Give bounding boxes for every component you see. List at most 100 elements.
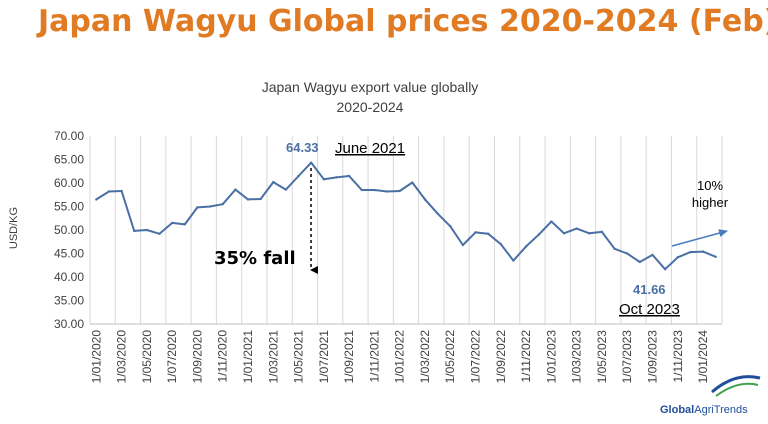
data-point (512, 259, 515, 262)
x-tick-label: 1/07/2023 (620, 330, 634, 384)
x-tick-label: 1/11/2023 (671, 330, 685, 383)
rise-arrow (671, 229, 728, 247)
data-point (259, 197, 262, 201)
x-tick-label: 1/09/2022 (494, 330, 508, 384)
data-point (651, 253, 654, 257)
data-point (145, 228, 149, 232)
peak-date-label: June 2021 (335, 140, 405, 157)
y-tick-label: 35.00 (54, 294, 84, 308)
data-point (423, 198, 427, 201)
y-tick-label: 40.00 (54, 270, 84, 284)
low-value-label: 41.66 (633, 282, 666, 297)
peak-value-label: 64.33 (286, 140, 319, 155)
data-point (335, 176, 338, 179)
series-line (95, 161, 717, 271)
data-point (638, 260, 642, 264)
data-point (626, 252, 629, 255)
data-point (537, 233, 540, 236)
data-point (385, 190, 389, 193)
brand-logo-icon (711, 375, 761, 397)
x-tick-label: 1/07/2021 (317, 330, 331, 384)
data-point (196, 206, 199, 209)
fall-label: 35% fall (214, 248, 296, 269)
data-point (714, 255, 717, 258)
rise-label-line1: 10% (697, 178, 723, 193)
y-axis-ticks: 30.00 35.00 40.00 45.00 50.00 55.00 60.00 65.00… (54, 129, 84, 331)
data-point (183, 223, 186, 226)
data-point (373, 188, 376, 192)
data-point (689, 250, 692, 254)
x-tick-label: 1/05/2020 (140, 330, 154, 384)
data-point (436, 212, 439, 215)
x-tick-label: 1/01/2020 (89, 330, 103, 384)
y-tick-label: 50.00 (54, 223, 84, 237)
x-tick-label: 1/11/2021 (367, 330, 381, 383)
y-tick-label: 65.00 (54, 153, 84, 167)
data-point (107, 190, 111, 193)
data-point (347, 174, 351, 178)
x-tick-label: 1/01/2021 (241, 330, 255, 384)
data-point (524, 245, 528, 248)
x-tick-label: 1/07/2020 (165, 330, 179, 384)
brand-logo: GlobalAgriTrends (660, 404, 748, 416)
data-point (322, 178, 326, 181)
page-headline: Japan Wagyu Global prices 2020-2024 (Feb… (38, 4, 768, 39)
y-tick-label: 70.00 (54, 129, 84, 143)
data-point (95, 198, 98, 201)
data-point (474, 231, 477, 234)
rise-label-line2: higher (692, 195, 729, 210)
data-point (600, 230, 604, 234)
data-point (284, 188, 288, 191)
data-point (575, 227, 578, 230)
data-point (297, 174, 300, 178)
data-point (499, 242, 502, 246)
data-point (663, 267, 667, 271)
low-date-label: Oct 2023 (619, 301, 680, 318)
x-tick-label: 1/09/2023 (645, 330, 659, 384)
x-tick-label: 1/09/2021 (342, 330, 356, 384)
chart-subtitle: 2020-2024 (337, 99, 404, 115)
data-point (588, 232, 591, 235)
data-point (486, 232, 490, 235)
x-tick-label: 1/09/2020 (190, 330, 204, 384)
x-tick-label: 1/11/2022 (519, 330, 533, 383)
x-tick-label: 1/05/2022 (443, 330, 457, 384)
y-tick-label: 45.00 (54, 247, 84, 261)
x-tick-label: 1/03/2023 (570, 330, 584, 384)
data-point (613, 247, 616, 250)
y-tick-label: 55.00 (54, 200, 84, 214)
x-tick-label: 1/05/2023 (595, 330, 609, 384)
data-point (133, 229, 136, 233)
data-point (360, 188, 363, 192)
data-point (562, 232, 566, 235)
y-tick-label: 60.00 (54, 176, 84, 190)
data-point (246, 198, 250, 201)
y-tick-label: 30.00 (54, 317, 84, 331)
x-tick-label: 1/01/2024 (696, 330, 710, 384)
data-point (411, 181, 414, 184)
data-point (170, 221, 174, 225)
y-axis-label: USD/KG (8, 207, 20, 249)
data-point (221, 202, 224, 206)
data-point (234, 188, 237, 191)
x-tick-label: 1/01/2022 (393, 330, 407, 384)
gridlines (89, 136, 723, 324)
data-point (449, 225, 452, 228)
x-tick-label: 1/03/2021 (266, 330, 280, 384)
data-point (272, 180, 275, 184)
x-tick-label: 1/03/2020 (115, 330, 129, 384)
x-axis-ticks: 1/01/2020 1/03/2020 1/05/2020 1/07/2020 1/09… (89, 330, 710, 384)
data-point (208, 205, 212, 208)
data-point (398, 189, 401, 193)
x-tick-label: 1/03/2022 (418, 330, 432, 384)
x-tick-label: 1/05/2021 (292, 330, 306, 384)
x-tick-label: 1/01/2023 (544, 330, 558, 384)
data-point (120, 189, 123, 193)
chart-title: Japan Wagyu export value globally (262, 79, 479, 95)
series-points (95, 161, 717, 271)
data-point (550, 220, 553, 223)
data-point (158, 232, 161, 235)
data-point (676, 256, 679, 259)
x-tick-label: 1/11/2020 (216, 330, 230, 383)
